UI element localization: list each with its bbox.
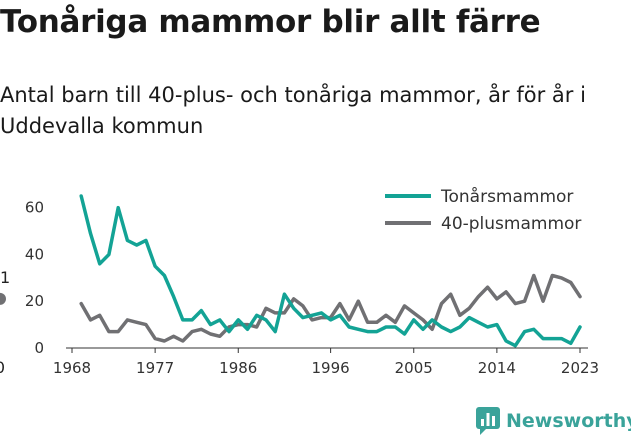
chart-lines [79,194,582,348]
chart-subtitle: Antal barn till 40-plus- och tonåriga ma… [0,83,586,138]
end-point [0,292,6,305]
y-tick-label: 60 [25,199,44,217]
y-tick-label: 40 [25,245,44,263]
y-tick-label: 0 [34,339,44,357]
x-tick-label: 2005 [395,359,433,377]
chart-legend: Tonårsmammor 40-plusmammor [385,186,581,234]
chart-end-labels: 0 21 [0,268,10,377]
chart-axes: 0 20 40 60 1968 1977 1986 1996 2005 2014 2023 [25,199,599,377]
x-tick-label: 1968 [53,359,91,377]
x-tick-label: 1986 [219,359,257,377]
legend-label: 40-plusmammor [441,214,581,234]
brand-logo[interactable]: Newsworthy [476,407,631,435]
x-tick-label: 1996 [312,359,350,377]
x-tick-label: 1977 [136,359,174,377]
brand-name: Newsworthy [506,410,631,432]
bar-chart-chat-icon [476,407,500,435]
series-line-40-plusmammor [79,273,582,343]
x-tick-label: 2014 [478,359,516,377]
x-tick-label: 2023 [561,359,599,377]
legend-label: Tonårsmammor [440,186,573,207]
y-tick-label: 20 [25,292,44,310]
end-value-label: 21 [0,268,10,287]
end-value-label: 0 [0,358,5,377]
series-line-tonårsmammor [79,194,582,348]
chart-title: Tonåriga mammor blir allt färre [0,4,541,40]
